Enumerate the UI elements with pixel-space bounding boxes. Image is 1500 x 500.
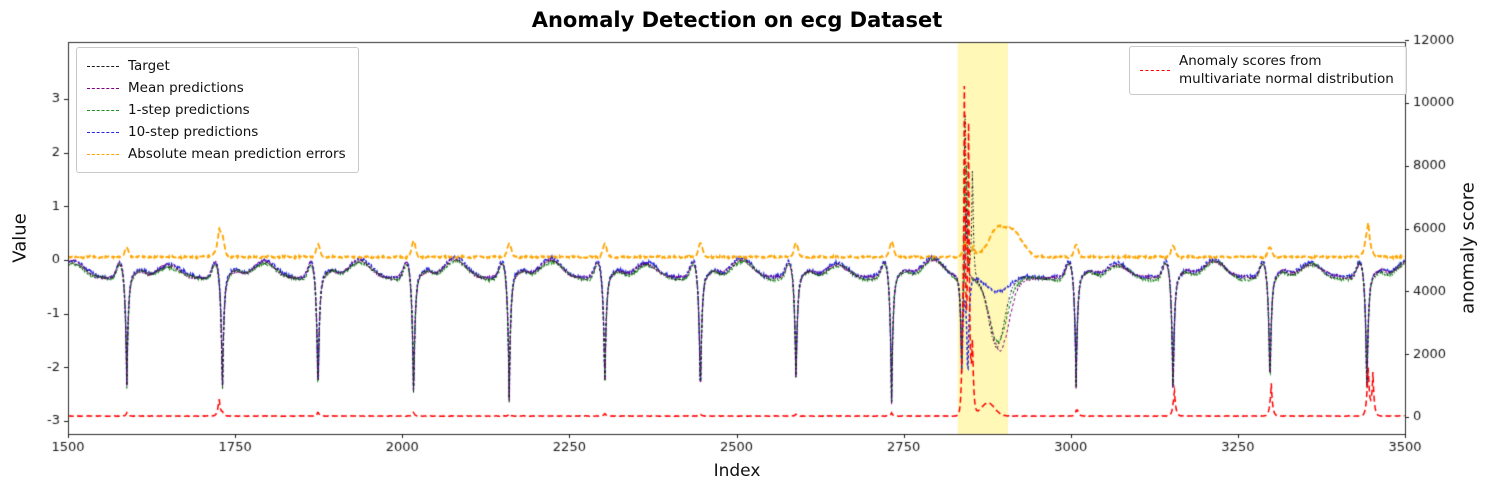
legend-line-sample	[87, 131, 119, 133]
legend-entry: 1-step predictions	[87, 99, 346, 121]
anomaly-legend-line-sample	[1140, 70, 1170, 72]
legend-line-sample	[87, 87, 119, 89]
legend-anomaly-scores: Anomaly scores from multivariate normal …	[1129, 46, 1407, 96]
legend-entry: Target	[87, 55, 346, 77]
x-axis-label: Index	[713, 461, 761, 481]
anomaly-legend-line-1: Anomaly scores from	[1179, 53, 1322, 69]
legend-line-sample	[87, 65, 119, 67]
anomaly-legend-line-2: multivariate normal distribution	[1179, 70, 1394, 87]
chart-title: Anomaly Detection on ecg Dataset	[531, 8, 943, 32]
legend-entry-label: Mean predictions	[128, 80, 244, 96]
legend-entry-label: 1-step predictions	[128, 102, 250, 118]
legend-entry: Mean predictions	[87, 77, 346, 99]
legend-entry-label: Absolute mean prediction errors	[128, 146, 346, 162]
y-axis-right-label: anomaly score	[1457, 182, 1479, 314]
legend-line-sample	[87, 153, 119, 155]
legend-series: Target Mean predictions 1-step predictions…	[76, 47, 359, 173]
legend-line-sample	[87, 109, 119, 111]
legend-entry-label: 10-step predictions	[128, 124, 259, 140]
legend-entry: Absolute mean prediction errors	[87, 143, 346, 165]
y-axis-left-label: Value	[9, 213, 31, 263]
anomaly-legend-label: Anomaly scores from multivariate normal …	[1179, 53, 1394, 88]
legend-entry: 10-step predictions	[87, 121, 346, 143]
legend-entry-label: Target	[128, 58, 170, 74]
